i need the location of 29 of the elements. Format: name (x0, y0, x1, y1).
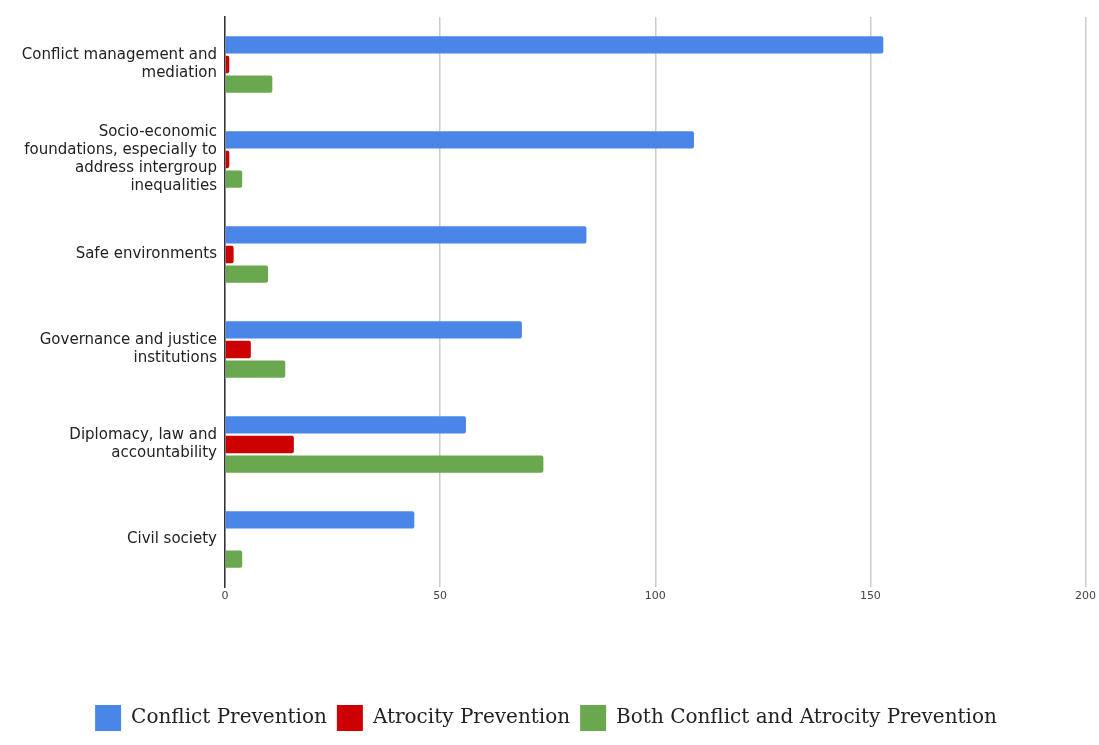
x-tick-label: 100 (644, 589, 666, 603)
x-tick-label: 150 (859, 589, 881, 603)
bar (225, 455, 544, 473)
bar (225, 321, 522, 339)
bar (225, 75, 273, 93)
bar (225, 36, 884, 54)
bar (225, 550, 243, 568)
legend-label: Atrocity Prevention (371, 704, 571, 729)
bar (225, 511, 415, 529)
y-tick-label: Civil society (126, 529, 218, 548)
legend-label: Both Conflict and Atrocity Prevention (616, 704, 998, 729)
bar (225, 131, 694, 149)
y-tick-label: Safe environments (75, 244, 218, 263)
bar (225, 170, 243, 188)
bar (225, 245, 234, 264)
y-tick-label: Socio-economic foundations, especially to address intergroup inequalities (24, 122, 218, 195)
bar (225, 265, 269, 283)
x-tick-label: 200 (1075, 589, 1096, 603)
y-tick-label: Governance and justice institutions (39, 330, 218, 367)
bar (225, 360, 286, 378)
legend-label: Conflict Prevention (131, 704, 327, 729)
bar (225, 226, 587, 244)
bar (225, 416, 466, 434)
x-tick-label: 50 (433, 589, 448, 603)
y-tick-label: Diplomacy, law and accountability (69, 425, 218, 462)
bar (225, 435, 294, 454)
y-tick-label: Conflict management and mediation (21, 45, 217, 82)
bar (225, 340, 251, 359)
x-tick-label: 0 (221, 589, 229, 603)
